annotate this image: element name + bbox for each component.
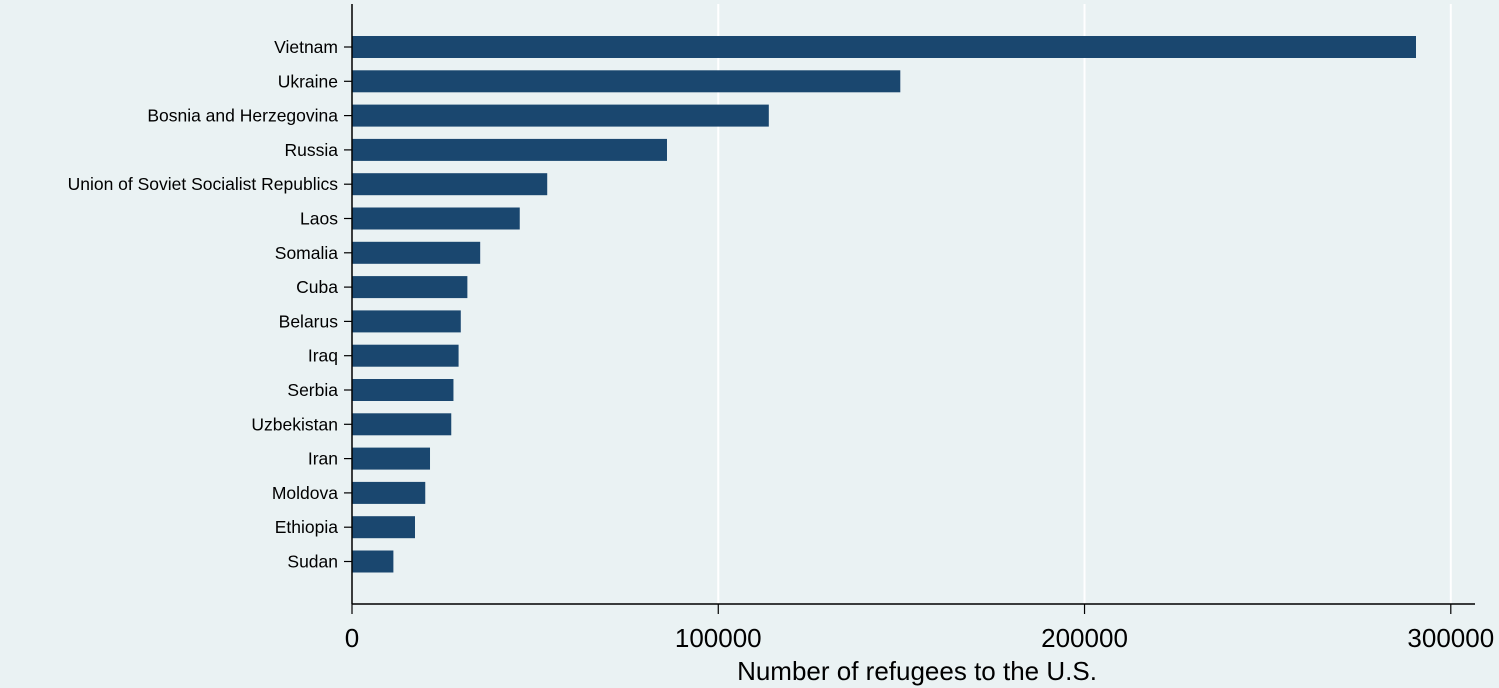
category-label: Iraq xyxy=(308,346,338,366)
x-tick-label: 100000 xyxy=(675,623,762,653)
category-label: Ethiopia xyxy=(275,517,339,537)
category-label: Belarus xyxy=(279,311,339,331)
grid-lines xyxy=(717,4,1452,604)
category-label: Serbia xyxy=(287,380,338,400)
category-label: Moldova xyxy=(272,483,338,503)
category-label: Union of Soviet Socialist Republics xyxy=(68,174,339,194)
bar xyxy=(352,104,769,127)
category-label: Vietnam xyxy=(274,37,338,57)
category-label: Iran xyxy=(308,449,338,469)
x-tick-label: 200000 xyxy=(1041,623,1128,653)
x-axis-ticks: 0 100000 200000 300000 xyxy=(345,604,1494,653)
category-label: Ukraine xyxy=(278,71,338,91)
bar xyxy=(352,70,901,93)
category-labels: Vietnam Ukraine Bosnia and Herzegovina Russ… xyxy=(68,37,352,572)
bar xyxy=(352,310,461,333)
category-label: Sudan xyxy=(287,552,338,572)
category-label: Bosnia and Herzegovina xyxy=(147,106,338,126)
bar xyxy=(352,138,667,161)
bar xyxy=(352,173,548,196)
bars xyxy=(352,36,1416,573)
category-label: Laos xyxy=(300,209,338,229)
category-label: Somalia xyxy=(275,243,338,263)
bar xyxy=(352,516,415,539)
category-label: Russia xyxy=(285,140,339,160)
bar xyxy=(352,207,520,230)
bar xyxy=(352,447,431,470)
bar xyxy=(352,550,394,573)
bar xyxy=(352,36,1416,58)
category-label: Cuba xyxy=(296,277,338,297)
bar xyxy=(352,241,481,264)
bar xyxy=(352,379,454,401)
x-tick-label: 300000 xyxy=(1407,623,1494,653)
bar xyxy=(352,276,468,299)
bar xyxy=(352,481,426,504)
x-axis-title: Number of refugees to the U.S. xyxy=(737,656,1097,686)
bar xyxy=(352,344,459,367)
x-tick-label: 0 xyxy=(345,623,359,653)
category-label: Uzbekistan xyxy=(251,414,338,434)
bar xyxy=(352,413,452,436)
axes xyxy=(351,4,1475,605)
